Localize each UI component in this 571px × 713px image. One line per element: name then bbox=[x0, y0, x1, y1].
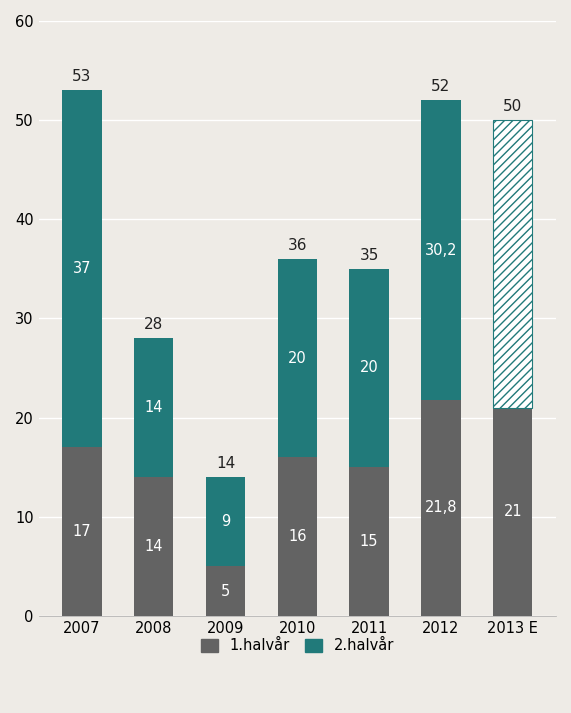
Text: 50: 50 bbox=[503, 99, 522, 114]
Bar bbox=[278, 457, 317, 616]
Bar bbox=[349, 269, 389, 467]
Text: 52: 52 bbox=[431, 79, 451, 94]
Bar bbox=[278, 259, 317, 457]
Text: 53: 53 bbox=[72, 69, 91, 84]
Text: 20: 20 bbox=[360, 361, 379, 376]
Bar bbox=[206, 566, 245, 616]
Bar bbox=[134, 477, 174, 616]
Text: 28: 28 bbox=[144, 317, 163, 332]
Text: 36: 36 bbox=[288, 238, 307, 253]
Bar bbox=[493, 408, 533, 616]
Text: 14: 14 bbox=[216, 456, 235, 471]
Text: 15: 15 bbox=[360, 534, 379, 549]
Text: 30,2: 30,2 bbox=[425, 242, 457, 257]
Text: 16: 16 bbox=[288, 529, 307, 544]
Bar bbox=[134, 338, 174, 477]
Bar bbox=[349, 467, 389, 616]
Text: 35: 35 bbox=[359, 248, 379, 263]
Text: 17: 17 bbox=[73, 524, 91, 539]
Text: 20: 20 bbox=[288, 351, 307, 366]
Text: 37: 37 bbox=[73, 262, 91, 277]
Bar bbox=[421, 400, 461, 616]
Bar bbox=[493, 120, 533, 408]
Text: 14: 14 bbox=[144, 539, 163, 554]
Bar bbox=[206, 477, 245, 566]
Bar bbox=[62, 447, 102, 616]
Bar bbox=[421, 101, 461, 400]
Text: 5: 5 bbox=[221, 583, 230, 598]
Text: 9: 9 bbox=[221, 514, 230, 529]
Legend: 1.halvår, 2.halvår: 1.halvår, 2.halvår bbox=[195, 632, 400, 659]
Text: 21,8: 21,8 bbox=[425, 501, 457, 515]
Text: 14: 14 bbox=[144, 400, 163, 415]
Text: 21: 21 bbox=[504, 504, 522, 519]
Bar bbox=[62, 91, 102, 447]
